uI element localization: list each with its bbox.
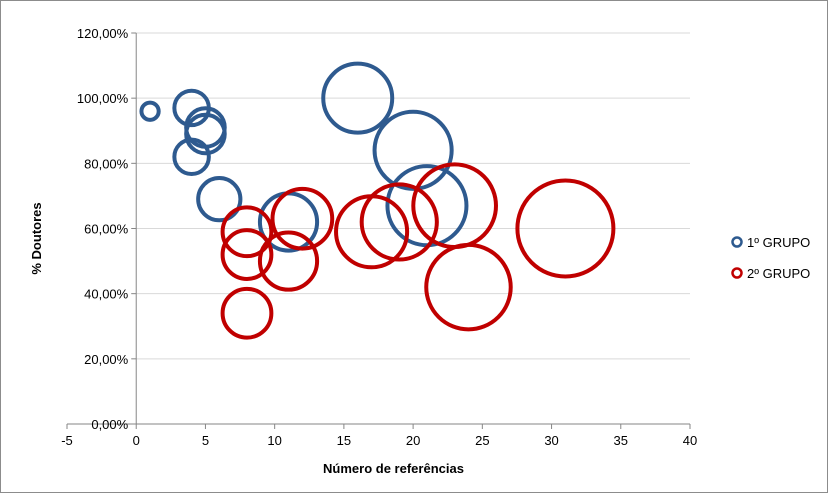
bubble-series-2-point-5: [270, 186, 335, 251]
x-tick-label-1: 0: [133, 433, 140, 448]
legend-item-series-2: 2º GRUPO: [731, 266, 810, 281]
y-tick-label-2: 40,00%: [84, 287, 129, 302]
y-tick-label-4: 80,00%: [84, 156, 129, 171]
legend-item-series-1: 1º GRUPO: [731, 235, 810, 250]
legend-marker-series-1: [731, 236, 743, 248]
y-axis-title: % Doutores: [29, 202, 44, 274]
bubble-series-2-point-9: [424, 242, 513, 332]
x-tick-label-4: 15: [337, 433, 351, 448]
bubble-series-1-point-10: [385, 164, 469, 248]
legend-marker-series-2: [731, 267, 743, 279]
bubble-series-1-point-4: [184, 112, 227, 156]
x-tick-label-9: 40: [683, 433, 697, 448]
bubble-series-1-point-5: [172, 137, 211, 177]
grid-lines: [136, 32, 690, 360]
y-tick-label-5: 100,00%: [77, 91, 129, 106]
bubbles: [139, 61, 616, 340]
x-tick-label-2: 5: [202, 433, 209, 448]
bubble-series-1-point-6: [196, 176, 243, 223]
y-tick-label-1: 20,00%: [84, 352, 129, 367]
y-tick-label-6: 120,00%: [77, 26, 129, 41]
x-axis-title: Número de referências: [323, 461, 464, 476]
bubble-series-2-point-7: [359, 182, 439, 262]
axes: [66, 32, 691, 429]
legend-label-series-2: 2º GRUPO: [747, 266, 810, 281]
legend-label-series-1: 1º GRUPO: [747, 235, 810, 250]
y-tick-label-3: 60,00%: [84, 222, 129, 237]
x-tick-label-3: 10: [267, 433, 281, 448]
x-tick-label-7: 30: [544, 433, 558, 448]
legend: 1º GRUPO 2º GRUPO: [731, 235, 810, 281]
bubble-series-2-point-10: [515, 178, 616, 279]
bubble-series-2-point-3: [220, 286, 274, 340]
bubble-series-1-point-8: [321, 61, 395, 135]
bubble-series-1-point-1: [139, 100, 161, 122]
y-tick-label-0: 0,00%: [91, 417, 128, 432]
bubble-series-2-point-1: [220, 205, 274, 259]
bubble-series-1-point-9: [372, 109, 454, 191]
x-tick-label-0: -5: [61, 433, 73, 448]
tick-labels: 0,00% 20,00% 40,00% 60,00% 80,00% 100,00% 120,…: [61, 26, 697, 448]
bubble-series-2-point-4: [257, 230, 320, 292]
bubble-series-2-point-2: [220, 228, 274, 281]
x-tick-label-6: 25: [475, 433, 489, 448]
x-tick-label-8: 35: [614, 433, 628, 448]
x-tick-label-5: 20: [406, 433, 420, 448]
